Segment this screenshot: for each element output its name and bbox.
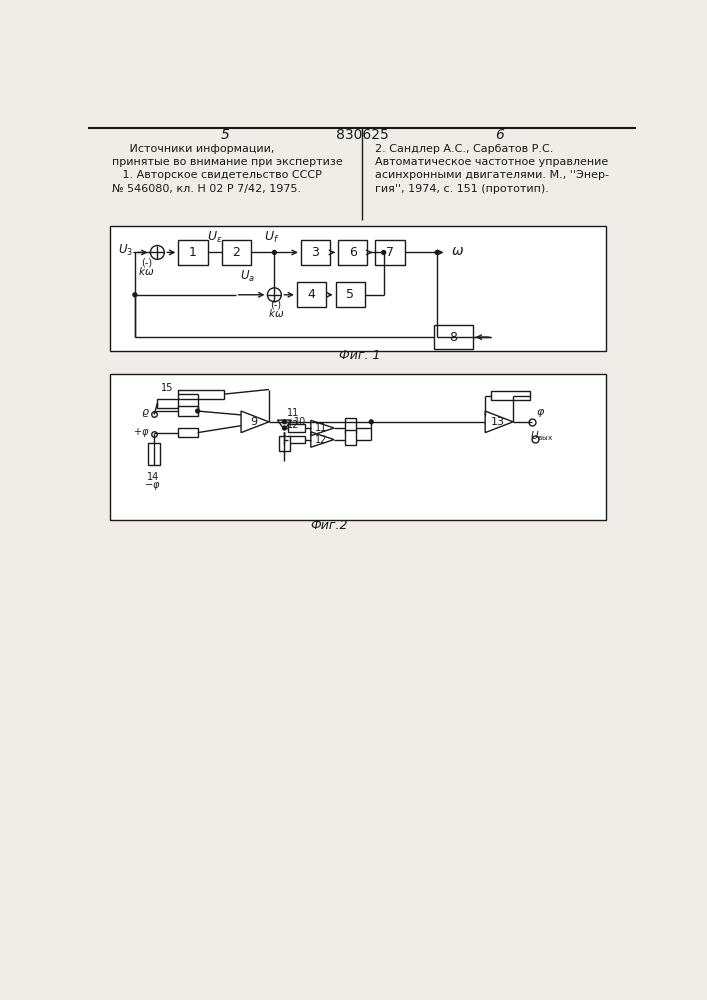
Text: $\varrho$: $\varrho$	[141, 407, 150, 419]
Text: $+\varphi$: $+\varphi$	[133, 426, 150, 439]
Text: № 546080, кл. Н 02 Р 7/42, 1975.: № 546080, кл. Н 02 Р 7/42, 1975.	[112, 184, 300, 194]
Text: 6: 6	[495, 128, 503, 142]
Text: $U_{\rm вых}$: $U_{\rm вых}$	[530, 430, 554, 443]
Text: 5: 5	[221, 128, 229, 142]
Text: $-\varphi$: $-\varphi$	[144, 480, 161, 492]
Text: Фиг. 1: Фиг. 1	[339, 349, 380, 362]
FancyBboxPatch shape	[110, 226, 606, 351]
Text: 6: 6	[349, 246, 356, 259]
Text: 8: 8	[450, 331, 457, 344]
Text: $\omega$: $\omega$	[451, 244, 464, 258]
FancyBboxPatch shape	[336, 282, 365, 307]
Text: 15: 15	[161, 383, 174, 393]
Text: 9: 9	[250, 417, 257, 427]
FancyBboxPatch shape	[279, 436, 290, 451]
Text: (-): (-)	[270, 300, 281, 310]
Circle shape	[283, 438, 286, 441]
Text: 12: 12	[287, 420, 299, 430]
FancyBboxPatch shape	[491, 391, 530, 400]
Text: $k\omega$: $k\omega$	[139, 265, 155, 277]
FancyBboxPatch shape	[338, 240, 368, 265]
Text: $U_f$: $U_f$	[264, 230, 280, 245]
FancyBboxPatch shape	[110, 374, 606, 520]
Text: гия'', 1974, с. 151 (прототип).: гия'', 1974, с. 151 (прототип).	[375, 184, 549, 194]
Text: 2: 2	[233, 246, 240, 259]
Text: $\varphi$: $\varphi$	[537, 407, 546, 419]
FancyBboxPatch shape	[148, 443, 160, 465]
FancyBboxPatch shape	[288, 424, 305, 432]
Text: 5: 5	[346, 288, 354, 301]
Circle shape	[436, 251, 439, 254]
FancyBboxPatch shape	[345, 418, 356, 433]
Text: 2. Сандлер А.С., Сарбатов Р.С.: 2. Сандлер А.С., Сарбатов Р.С.	[375, 144, 554, 154]
FancyBboxPatch shape	[177, 389, 224, 399]
Text: принятые во внимание при экспертизе: принятые во внимание при экспертизе	[112, 157, 342, 167]
Text: Автоматическое частотное управление: Автоматическое частотное управление	[375, 157, 609, 167]
FancyBboxPatch shape	[297, 282, 327, 307]
Text: 1: 1	[189, 246, 197, 259]
Text: Источники информации,: Источники информации,	[112, 144, 274, 154]
FancyBboxPatch shape	[177, 428, 198, 437]
FancyBboxPatch shape	[222, 240, 251, 265]
Text: 11: 11	[287, 408, 299, 418]
Text: 830625: 830625	[336, 128, 388, 142]
Text: 3: 3	[312, 246, 320, 259]
Circle shape	[133, 293, 137, 297]
Text: 12: 12	[315, 435, 327, 445]
Text: $U_\varepsilon$: $U_\varepsilon$	[207, 230, 223, 245]
Text: 14: 14	[146, 472, 159, 482]
Text: $U_3$: $U_3$	[118, 243, 133, 258]
FancyBboxPatch shape	[178, 240, 208, 265]
Text: 4: 4	[308, 288, 315, 301]
Text: асинхронными двигателями. М., ''Энер-: асинхронными двигателями. М., ''Энер-	[375, 170, 609, 180]
Circle shape	[196, 409, 199, 413]
Text: 11: 11	[315, 423, 327, 433]
Text: Фиг.2: Фиг.2	[310, 519, 347, 532]
Text: $U_a$: $U_a$	[240, 269, 255, 284]
FancyBboxPatch shape	[177, 406, 198, 416]
FancyBboxPatch shape	[434, 325, 473, 349]
Circle shape	[272, 251, 276, 254]
FancyBboxPatch shape	[375, 240, 404, 265]
Circle shape	[369, 420, 373, 424]
FancyBboxPatch shape	[288, 436, 305, 443]
Text: 10: 10	[293, 417, 306, 427]
Text: 13: 13	[491, 417, 505, 427]
Circle shape	[382, 251, 385, 254]
Text: $k\omega$: $k\omega$	[268, 307, 284, 319]
Text: (-): (-)	[141, 257, 152, 267]
Circle shape	[283, 420, 286, 424]
Text: 1. Авторское свидетельство СССР: 1. Авторское свидетельство СССР	[112, 170, 322, 180]
FancyBboxPatch shape	[345, 430, 356, 445]
Circle shape	[283, 426, 286, 430]
FancyBboxPatch shape	[300, 240, 330, 265]
Text: 7: 7	[386, 246, 394, 259]
FancyBboxPatch shape	[158, 399, 177, 408]
